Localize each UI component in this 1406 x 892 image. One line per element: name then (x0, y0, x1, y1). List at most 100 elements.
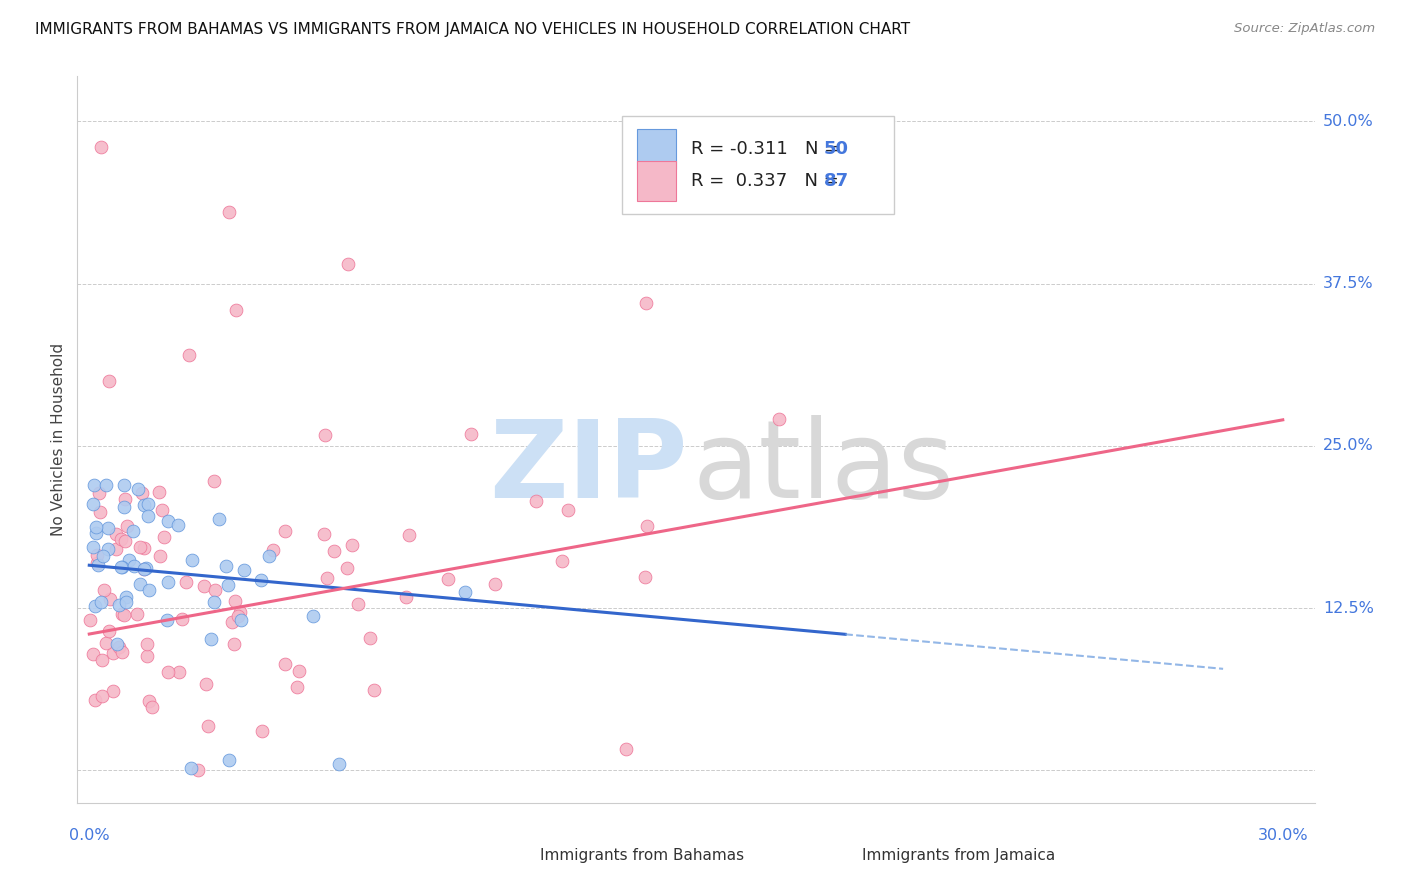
Point (98, 592, 121, 607)
Point (91, 549, 114, 564)
Point (97, 624, 120, 639)
Point (250, 574, 273, 588)
Point (97, 521, 120, 535)
Point (336, 257, 359, 271)
Point (84, 520, 107, 534)
Point (312, 526, 335, 541)
Point (229, 605, 252, 619)
Point (131, 486, 153, 500)
Point (174, 574, 197, 589)
Point (117, 519, 139, 533)
Text: 87: 87 (824, 172, 849, 190)
Point (136, 508, 159, 523)
Point (636, 519, 658, 533)
Point (250, 724, 273, 739)
Text: R =  0.337   N =: R = 0.337 N = (690, 172, 845, 190)
Point (132, 541, 155, 556)
Point (768, 412, 790, 426)
Point (112, 477, 135, 491)
Text: 37.5%: 37.5% (1323, 276, 1374, 291)
Point (285, 680, 308, 694)
Point (82, 497, 104, 511)
Point (262, 542, 284, 557)
Point (167, 665, 190, 679)
Point (336, 561, 359, 575)
Point (328, 756, 350, 771)
Point (395, 590, 418, 604)
Point (128, 540, 150, 554)
Point (136, 637, 159, 651)
Point (180, 761, 202, 775)
Point (105, 527, 128, 541)
Text: ZIP: ZIP (489, 416, 688, 522)
Point (89, 505, 111, 519)
Point (90, 595, 112, 609)
Point (323, 543, 346, 558)
Y-axis label: No Vehicles in Household: No Vehicles in Household (51, 343, 66, 536)
Point (197, 719, 219, 733)
Point (110, 559, 132, 574)
Point (524, 493, 547, 508)
Point (83, 477, 105, 491)
Point (101, 646, 124, 660)
Point (315, 571, 337, 585)
Point (225, 303, 247, 318)
Point (224, 636, 246, 650)
Point (98, 374, 121, 388)
Point (359, 632, 381, 646)
Text: 30.0%: 30.0% (1257, 828, 1308, 843)
Point (231, 613, 253, 627)
Point (195, 677, 218, 691)
Point (134, 561, 156, 575)
Point (551, 554, 574, 568)
Bar (637, 128, 676, 169)
Point (112, 608, 135, 623)
Point (204, 582, 226, 597)
Point (156, 575, 179, 590)
Point (83, 692, 105, 706)
Point (187, 764, 209, 778)
Text: Source: ZipAtlas.com: Source: ZipAtlas.com (1234, 22, 1375, 36)
Point (94, 635, 117, 649)
Point (398, 528, 420, 542)
Point (314, 427, 336, 442)
Point (232, 563, 254, 577)
Text: 50.0%: 50.0% (1323, 114, 1374, 128)
Point (134, 562, 156, 576)
Point (177, 348, 200, 362)
Point (132, 498, 155, 512)
Bar (498, 848, 533, 864)
Point (110, 607, 132, 621)
Text: R = -0.311   N =: R = -0.311 N = (690, 140, 845, 158)
Point (84, 525, 107, 540)
Point (273, 524, 295, 539)
Point (302, 608, 325, 623)
Point (127, 482, 149, 496)
Text: Immigrants from Jamaica: Immigrants from Jamaica (862, 848, 1054, 863)
Point (226, 609, 249, 624)
Point (153, 530, 176, 544)
Point (124, 559, 146, 574)
Point (484, 576, 506, 591)
Point (87, 486, 110, 500)
Point (259, 549, 281, 563)
Point (136, 648, 159, 663)
Point (111, 645, 134, 659)
Point (208, 511, 231, 525)
Point (121, 524, 143, 539)
Point (156, 613, 179, 627)
Point (115, 594, 138, 608)
Point (202, 474, 225, 488)
Point (193, 579, 215, 593)
Point (148, 484, 170, 499)
Point (156, 665, 179, 680)
Point (117, 552, 139, 566)
Point (105, 542, 128, 557)
Point (218, 205, 240, 219)
Point (84, 599, 107, 613)
Point (136, 497, 159, 511)
Point (103, 684, 125, 698)
Point (111, 559, 134, 574)
Point (342, 538, 364, 552)
Point (217, 578, 239, 592)
